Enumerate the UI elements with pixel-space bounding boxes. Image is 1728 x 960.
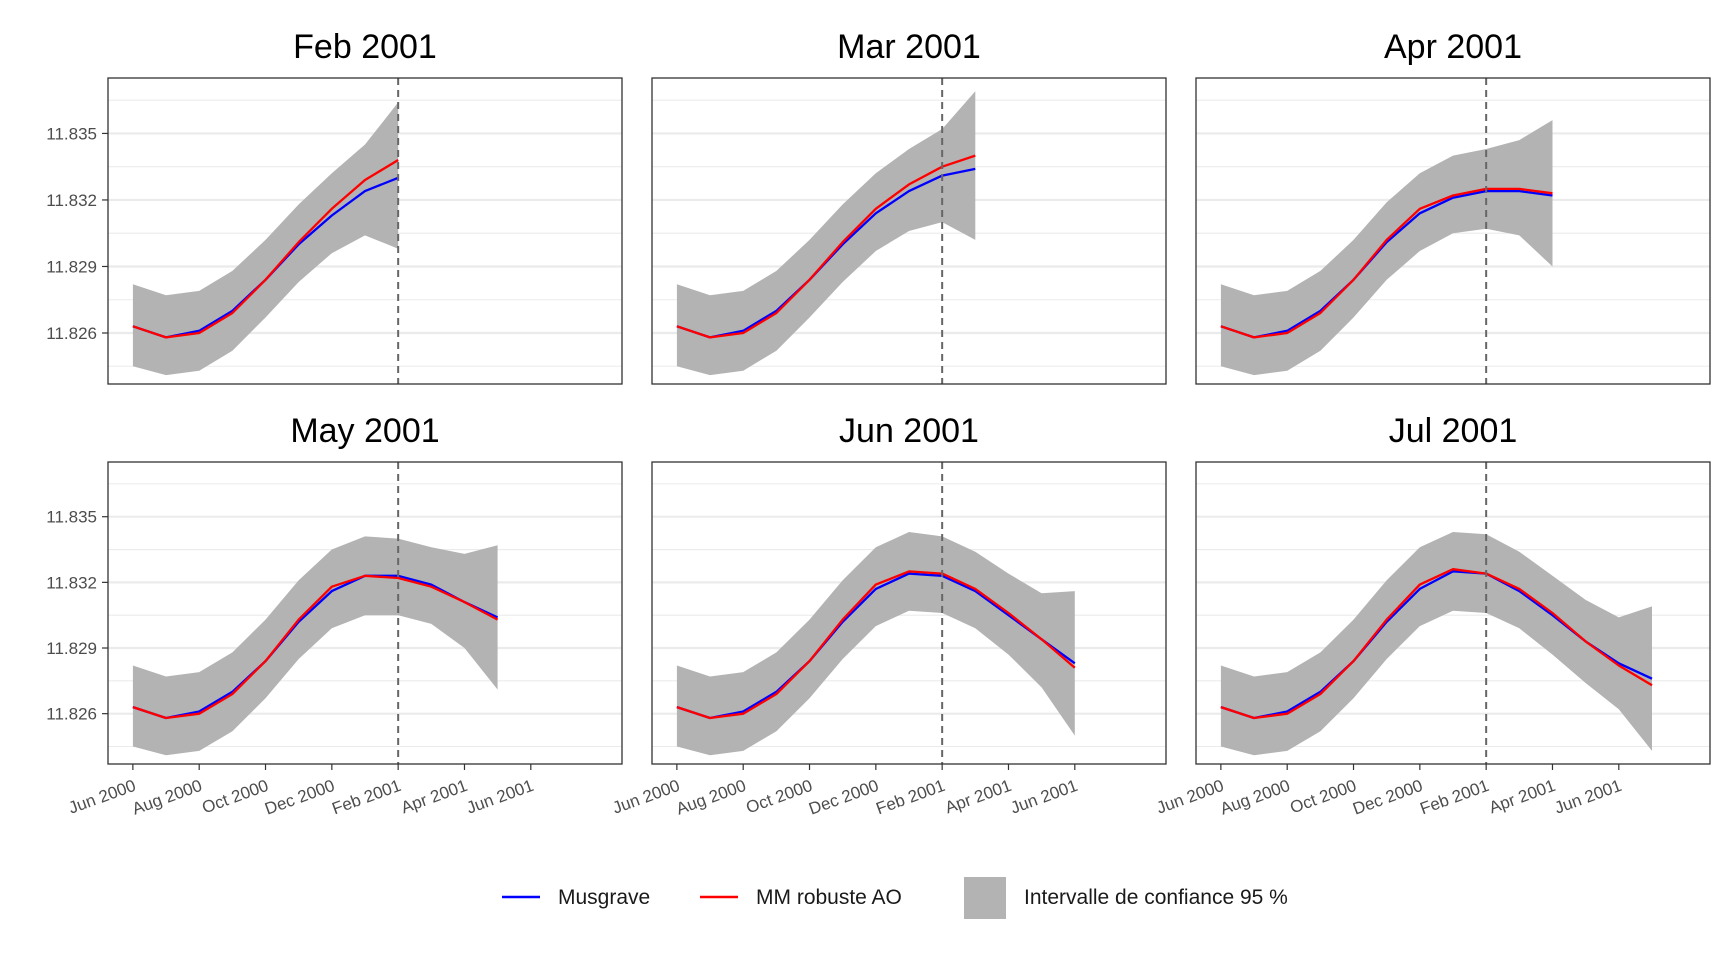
musgrave-line bbox=[676, 572, 1076, 720]
panel-title: Jun 2001 bbox=[839, 412, 979, 450]
musgrave-line bbox=[1220, 189, 1553, 339]
x-tick-label: Oct 2000 bbox=[1288, 776, 1359, 817]
panel-frame bbox=[107, 77, 623, 385]
x-tick-label: Oct 2000 bbox=[744, 776, 815, 817]
confidence-band bbox=[132, 536, 498, 756]
x-tick-label: Apr 2001 bbox=[943, 776, 1014, 817]
x-tick-label: Dec 2000 bbox=[1350, 776, 1425, 819]
panel-feb-2001: Feb 2001 11.826 11.829 11.832 11.835 bbox=[46, 28, 623, 385]
confidence-band bbox=[1220, 532, 1652, 756]
y-tick-label: 11.829 bbox=[46, 257, 97, 276]
y-tick-label: 11.826 bbox=[46, 324, 97, 343]
x-tick-label: Feb 2001 bbox=[330, 776, 404, 818]
legend-robust-label: MM robuste AO bbox=[756, 886, 902, 909]
panel-apr-2001: Apr 2001 bbox=[1195, 28, 1711, 385]
x-tick-label: Jun 2000 bbox=[1154, 776, 1226, 818]
legend-musgrave-label: Musgrave bbox=[558, 886, 650, 909]
confidence-band bbox=[676, 91, 976, 376]
x-tick-label: Feb 2001 bbox=[1418, 776, 1492, 818]
x-tick-label: Dec 2000 bbox=[806, 776, 881, 819]
confidence-band bbox=[132, 102, 399, 376]
panel-frame bbox=[1195, 461, 1711, 765]
panel-title: Apr 2001 bbox=[1384, 28, 1522, 66]
panel-title: Jul 2001 bbox=[1389, 412, 1518, 450]
panel-mar-2001: Mar 2001 bbox=[651, 28, 1167, 385]
panel-frame bbox=[1195, 77, 1711, 385]
panel-frame bbox=[651, 77, 1167, 385]
panel-title: Feb 2001 bbox=[293, 28, 437, 66]
panel-frame bbox=[107, 461, 623, 765]
panel-title: May 2001 bbox=[290, 412, 439, 450]
x-tick-label: Apr 2001 bbox=[399, 776, 470, 817]
y-tick-label: 11.829 bbox=[46, 639, 97, 658]
x-tick-label: Dec 2000 bbox=[262, 776, 337, 819]
x-tick-label: Jun 2001 bbox=[1552, 776, 1624, 818]
y-tick-label: 11.835 bbox=[46, 124, 97, 143]
x-tick-label: Feb 2001 bbox=[874, 776, 948, 818]
panel-may-2001: May 2001 11.826 11.829 11.832 11.835 Jun 2000… bbox=[46, 412, 623, 819]
panel-title: Mar 2001 bbox=[837, 28, 981, 66]
robust-line bbox=[132, 574, 499, 720]
y-tick-label: 11.826 bbox=[46, 705, 97, 724]
x-tick-label: Jun 2000 bbox=[66, 776, 138, 818]
x-tick-label: Jun 2000 bbox=[610, 776, 682, 818]
robust-line bbox=[1220, 568, 1653, 720]
x-tick-label: Aug 2000 bbox=[674, 776, 749, 819]
x-tick-label: Jun 2001 bbox=[1008, 776, 1080, 818]
legend-ci-key bbox=[964, 877, 1006, 919]
robust-line bbox=[676, 570, 1076, 720]
y-tick-label: 11.832 bbox=[46, 573, 97, 592]
x-tick-label: Apr 2001 bbox=[1487, 776, 1558, 817]
legend-ci-label: Intervalle de confiance 95 % bbox=[1024, 886, 1288, 909]
panels: Feb 2001 11.826 11.829 11.832 11.835 Mar 2001… bbox=[46, 28, 1711, 819]
robust-line bbox=[132, 159, 399, 339]
x-tick-label: Aug 2000 bbox=[130, 776, 205, 819]
robust-line bbox=[676, 154, 976, 339]
musgrave-line bbox=[132, 574, 499, 720]
robust-line bbox=[1220, 187, 1553, 339]
y-tick-label: 11.835 bbox=[46, 508, 97, 527]
x-tick-label: Jun 2001 bbox=[464, 776, 536, 818]
x-tick-label: Aug 2000 bbox=[1218, 776, 1293, 819]
x-tick-label: Oct 2000 bbox=[200, 776, 271, 817]
y-tick-label: 11.832 bbox=[46, 191, 97, 210]
panel-frame bbox=[651, 461, 1167, 765]
legend: Musgrave MM robuste AO Intervalle de con… bbox=[502, 877, 1288, 919]
confidence-band bbox=[1220, 120, 1553, 376]
